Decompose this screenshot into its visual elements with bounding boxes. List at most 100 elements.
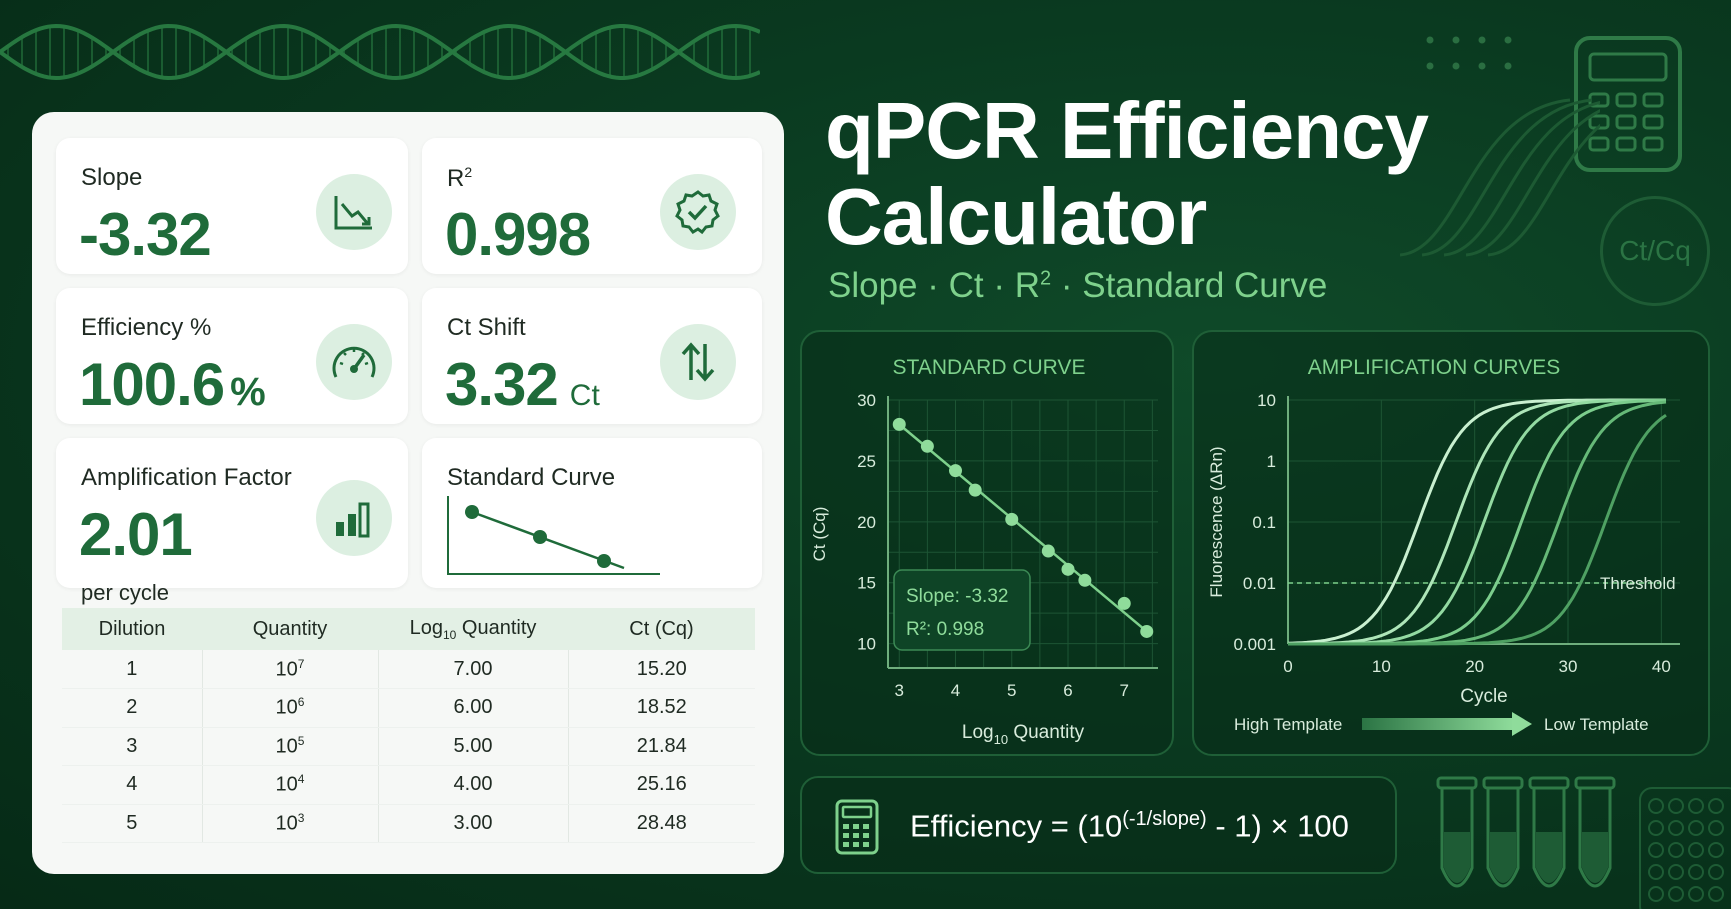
template-gradient-arrow [1362,718,1514,730]
x-tick-label: 40 [1652,657,1671,676]
ct-shift-card: Ct Shift 3.32 Ct [422,288,762,424]
fit-line [898,423,1148,633]
cell-dilution: 2 [62,688,203,728]
efficiency-label: Efficiency % [81,314,212,341]
cell-log-quantity: 3.00 [378,804,569,843]
x-tick-label: 7 [1120,681,1129,700]
standard-curve-card: Standard Curve [422,438,762,588]
table-row: 1 107 7.00 15.20 [62,650,755,689]
table-row: 4 104 4.00 25.16 [62,765,755,805]
slope-card: Slope -3.32 [56,138,408,274]
data-point [968,483,982,497]
calculator-icon [835,799,879,855]
cell-quantity: 103 [202,804,379,843]
standard-curve-panel: STANDARD CURVE 10 15 20 25 30 3 4 5 6 7 Ct (Cq) Log1… [800,330,1174,756]
y-tick-label: 10 [1257,391,1276,410]
data-point [1005,512,1019,526]
data-point [1117,596,1131,610]
ct-cq-badge-label: Ct/Cq [1619,235,1691,266]
slope-icon-circle [316,174,392,250]
amplification-value: 2.01 [79,501,193,568]
y-tick-label: 0.001 [1233,635,1276,654]
table-row: 3 105 5.00 21.84 [62,727,755,766]
efficiency-formula-box: Efficiency = (10(-1/slope) - 1) × 100 [800,776,1397,874]
y-tick-label: 20 [857,513,876,532]
y-tick-label: 10 [857,635,876,654]
amplification-curves-title: AMPLIFICATION CURVES [1308,356,1560,379]
amplification-curves-panel: AMPLIFICATION CURVES 10 1 0.1 0.01 0.001 0 10 20… [1192,330,1710,756]
title-line-2: Calculator [825,172,1207,261]
cell-quantity: 104 [202,765,379,805]
efficiency-formula: Efficiency = (10(-1/slope) - 1) × 100 [910,808,1349,844]
cell-ct: 15.20 [568,650,755,689]
y-tick-label: 1 [1267,452,1276,471]
standard-curve-chart: STANDARD CURVE 10 15 20 25 30 3 4 5 6 7 Ct (Cq) Log1… [810,356,1158,747]
y-axis-label: Fluorescence (ΔRn) [1207,446,1226,597]
annotation-slope: Slope: -3.32 [906,586,1008,607]
r2-label: R2 [447,164,473,192]
cell-ct: 18.52 [568,688,755,728]
efficiency-value: 100.6% [79,351,266,418]
cell-ct: 28.48 [568,804,755,843]
x-tick-label: 10 [1372,657,1391,676]
dna-helix-decoration [0,23,760,81]
y-tick-label: 0.1 [1252,513,1276,532]
y-tick-label: 15 [857,574,876,593]
arrow-head-icon [1512,712,1532,736]
col-log-quantity: Log10 Quantity [378,608,568,650]
amplification-icon-circle [316,480,392,556]
amplification-card: Amplification Factor 2.01 per cycle [56,438,408,605]
x-tick-label: 4 [951,681,960,700]
efficiency-card: Efficiency % 100.6% [56,288,408,424]
efficiency-icon-circle [316,324,392,400]
pcr-tubes-decoration [1436,776,1616,888]
ct-shift-value: 3.32 Ct [445,351,600,418]
cell-dilution: 4 [62,765,203,805]
amplification-curve [1288,400,1667,646]
cell-quantity: 105 [202,727,379,766]
r2-card: R2 0.998 [422,138,762,274]
well-plate-decoration [1639,787,1731,909]
cell-quantity: 106 [202,688,379,728]
threshold-label: Threshold [1600,574,1676,593]
ct-shift-label: Ct Shift [447,314,526,341]
data-point [1041,544,1055,558]
x-axis-label: Cycle [1460,686,1508,707]
x-tick-label: 0 [1283,657,1292,676]
amplification-curve [1288,413,1667,646]
y-tick-label: 30 [857,391,876,410]
amplification-sub: per cycle [81,580,170,605]
cell-log-quantity: 4.00 [378,765,569,805]
x-tick-label: 30 [1559,657,1578,676]
y-tick-label: 25 [857,452,876,471]
cell-ct: 25.16 [568,765,755,805]
col-ct: Ct (Cq) [568,608,755,650]
annotation-r2: R²: 0.998 [906,619,984,640]
data-point [892,417,906,431]
dot-grid-decoration [1426,36,1512,70]
ct-cq-badge: Ct/Cq [1600,196,1710,306]
title-line-1: qPCR Efficiency [825,86,1429,175]
slope-label: Slope [81,164,143,191]
ct-shift-icon-circle [660,324,736,400]
standard-curve-title: STANDARD CURVE [893,356,1086,379]
bar-chart-icon [336,502,370,538]
col-quantity: Quantity [202,608,378,650]
standard-curve-card-label: Standard Curve [447,464,616,491]
slope-value: -3.32 [79,201,212,268]
mini-standard-curve-icon [447,496,660,575]
r2-value: 0.998 [445,201,591,268]
cell-dilution: 1 [62,650,203,689]
cell-log-quantity: 7.00 [378,650,569,689]
cell-log-quantity: 5.00 [378,727,569,766]
x-tick-label: 20 [1465,657,1484,676]
downtrend-chart-icon [334,196,372,230]
r2-icon-circle [660,174,736,250]
col-dilution: Dilution [62,608,202,650]
faint-curves-decoration [1400,98,1600,257]
x-tick-label: 3 [895,681,904,700]
data-point [949,464,962,478]
cell-ct: 21.84 [568,727,755,766]
x-axis-label: Log10 Quantity [962,722,1085,747]
page-title: qPCR Efficiency Calculator [825,86,1429,261]
